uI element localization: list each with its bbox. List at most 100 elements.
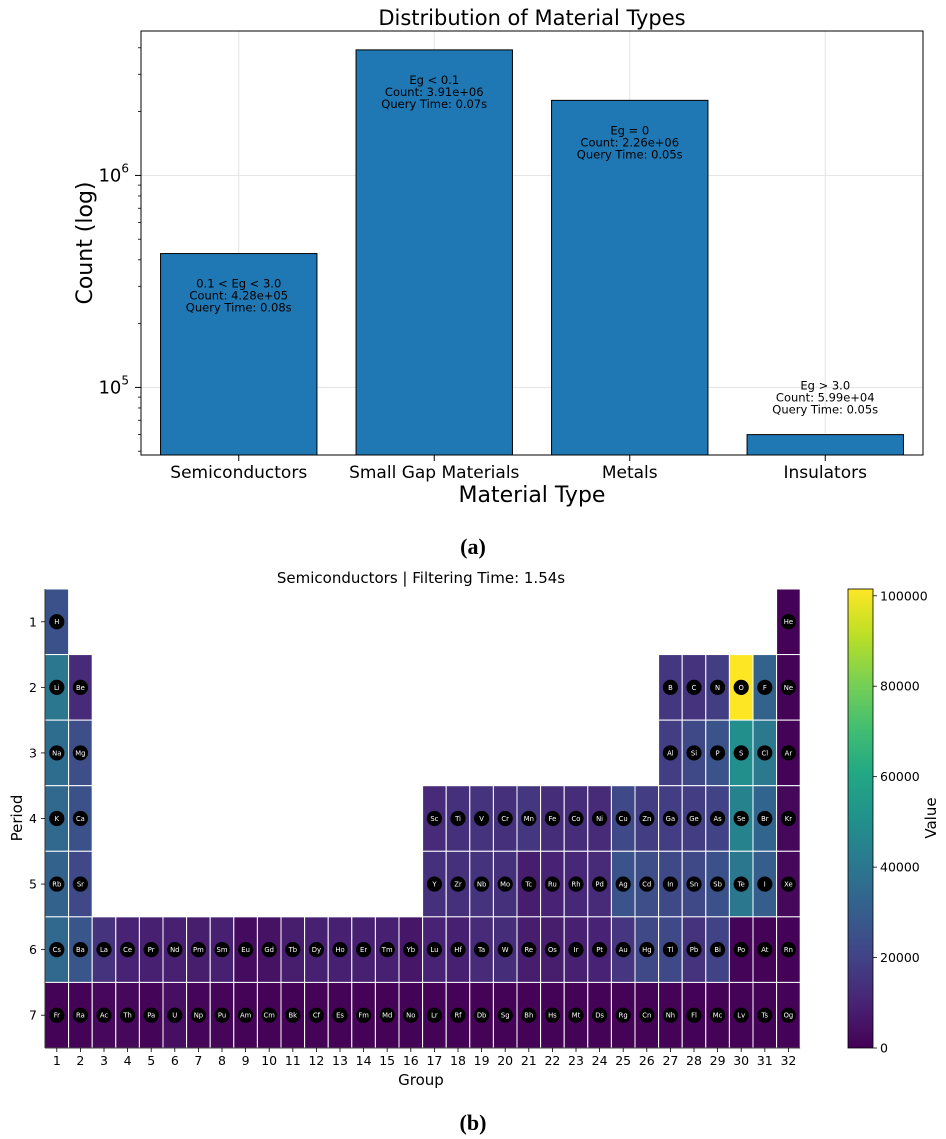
element-symbol: N: [715, 684, 720, 692]
y-axis-label: Count (log): [73, 181, 98, 304]
element-marker: [474, 876, 490, 892]
bar: [160, 253, 318, 456]
bar-annotation-line: Count: 5.99e+04: [776, 391, 875, 405]
element-symbol: Cr: [501, 815, 509, 823]
element-marker: [356, 1007, 372, 1023]
bar: [746, 434, 904, 456]
element-symbol: La: [100, 946, 108, 954]
element-marker: [780, 942, 797, 958]
element-symbol: Bh: [524, 1012, 533, 1020]
bar-annotation-line: Eg < 0.1: [409, 73, 459, 87]
element-marker: [332, 942, 348, 958]
period-tick-label: 5: [29, 877, 37, 892]
group-tick-label: 4: [124, 1053, 132, 1068]
element-marker: [143, 942, 159, 958]
bar-chart: Distribution of Material Types 105 106 Sem…: [73, 6, 924, 508]
element-symbol: Mg: [75, 749, 85, 757]
group-tick-label: 12: [308, 1053, 324, 1068]
element-symbol: Ga: [666, 815, 675, 823]
colorbar-label: Value: [922, 797, 940, 838]
element-marker: [521, 810, 537, 827]
element-marker: [167, 1007, 183, 1023]
element-symbol: Cu: [619, 815, 628, 823]
colorbar: 0 20000 40000 60000 80000 100000 Value: [847, 588, 940, 1056]
element-marker: [733, 745, 749, 761]
element-marker: [686, 679, 702, 695]
element-marker: [238, 942, 254, 958]
group-tick-label: 31: [757, 1053, 773, 1068]
bar: [551, 99, 709, 456]
element-symbol: Gd: [264, 946, 274, 954]
element-symbol: Rf: [454, 1012, 462, 1020]
element-symbol: Hs: [548, 1012, 557, 1020]
element-marker: [733, 1007, 749, 1023]
x-tick-label: Metals: [602, 463, 658, 483]
group-tick-label: 21: [521, 1053, 537, 1068]
element-symbol: Es: [336, 1012, 344, 1020]
element-marker: [96, 942, 112, 958]
element-marker: [592, 810, 608, 827]
element-symbol: Ag: [619, 880, 628, 888]
element-marker: [214, 942, 230, 958]
element-symbol: Er: [360, 946, 367, 954]
element-marker: [238, 1007, 254, 1023]
element-symbol: B: [668, 684, 673, 692]
period-tick-label: 1: [29, 614, 37, 629]
element-marker: [332, 1007, 348, 1023]
element-symbol: Be: [76, 684, 85, 692]
group-tick-label: 20: [497, 1053, 513, 1068]
element-marker: [733, 679, 749, 695]
element-marker: [568, 1007, 584, 1023]
element-symbol: P: [716, 749, 720, 757]
element-marker: [710, 810, 726, 827]
element-symbol: Fe: [549, 815, 557, 823]
element-marker: [780, 745, 797, 761]
element-marker: [450, 1007, 466, 1023]
element-symbol: Rh: [571, 880, 580, 888]
element-marker: [474, 942, 490, 958]
element-symbol: Cm: [264, 1012, 276, 1020]
element-symbol: Nh: [666, 1012, 675, 1020]
bar-annotation-line: Count: 2.26e+06: [580, 135, 679, 149]
element-symbol: Pu: [218, 1012, 226, 1020]
element-marker: [544, 810, 561, 827]
element-marker: [96, 1007, 112, 1023]
element-marker: [639, 1007, 655, 1023]
element-marker: [356, 942, 372, 958]
bar-annotation-line: Eg = 0: [610, 123, 649, 137]
group-tick-label: 16: [403, 1053, 419, 1068]
element-marker: [426, 876, 442, 892]
bar: [355, 49, 513, 456]
element-symbol: Al: [667, 749, 674, 757]
element-marker: [710, 745, 726, 761]
element-marker: [662, 876, 679, 892]
element-symbol: Cd: [642, 880, 651, 888]
group-tick-label: 1: [53, 1053, 61, 1068]
bar-annotation-line: Query Time: 0.07s: [381, 97, 487, 111]
element-marker: [615, 1007, 631, 1023]
group-tick-label: 3: [100, 1053, 108, 1068]
element-marker: [521, 942, 537, 958]
element-symbol: Lu: [430, 946, 438, 954]
element-symbol: Pm: [193, 946, 204, 954]
colorbar-tick-label: 40000: [880, 860, 920, 875]
element-marker: [497, 876, 513, 892]
element-marker: [592, 942, 608, 958]
element-symbol: Pd: [595, 880, 603, 888]
element-symbol: Tb: [288, 946, 297, 954]
element-cells: H He Li Be B C N O F Ne Na Mg Al Si P S Cl Ar K Ca Sc Ti V Cr Mn…: [44, 588, 801, 1049]
element-symbol: Np: [194, 1012, 203, 1020]
element-marker: [49, 810, 65, 827]
element-marker: [757, 810, 773, 827]
element-marker: [710, 1007, 726, 1023]
element-symbol: Mo: [500, 880, 510, 888]
element-marker: [261, 1007, 277, 1023]
element-marker: [544, 876, 561, 892]
element-symbol: Cn: [642, 1012, 651, 1020]
element-symbol: Rn: [784, 946, 793, 954]
element-marker: [592, 876, 608, 892]
element-marker: [167, 942, 183, 958]
bar-annotation-line: Query Time: 0.05s: [577, 147, 683, 161]
element-marker: [497, 810, 513, 827]
group-tick-label: 17: [426, 1053, 442, 1068]
